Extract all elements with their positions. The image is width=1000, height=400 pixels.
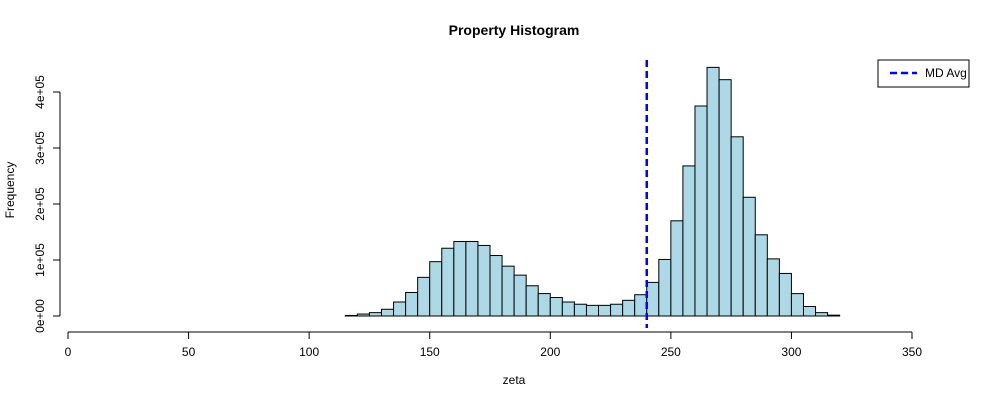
histogram-bar: [790, 293, 804, 317]
histogram-bar: [694, 105, 708, 317]
histogram-bar: [766, 258, 780, 317]
y-tick-label: 2e+05: [33, 187, 47, 221]
y-tick-label: 1e+05: [33, 243, 47, 277]
x-tick-label: 350: [902, 345, 922, 359]
histogram-bar: [489, 255, 503, 317]
histogram-bar: [465, 241, 479, 317]
histogram-bar: [706, 66, 720, 317]
histogram-bar: [634, 294, 648, 317]
histogram-bar: [730, 136, 744, 317]
x-tick-label: 0: [65, 345, 72, 359]
x-tick-label: 300: [781, 345, 801, 359]
histogram-bar: [658, 258, 672, 317]
histogram-bar: [380, 308, 395, 317]
x-tick-label: 50: [182, 345, 196, 359]
histogram-bar: [778, 272, 792, 317]
y-axis: 0e+00 1e+05 2e+05 3e+05 4e+05: [33, 75, 61, 333]
histogram-bar: [754, 234, 768, 317]
legend-label-md-avg: MD Avg: [925, 66, 967, 80]
histogram-bar: [573, 303, 587, 317]
histogram-bar: [453, 241, 467, 317]
histogram-bar: [501, 265, 515, 317]
histogram-bar: [417, 276, 431, 317]
histogram-bar: [585, 304, 600, 317]
histogram-bar: [429, 261, 443, 317]
histogram-bar: [646, 281, 660, 317]
y-tick-label: 0e+00: [33, 299, 47, 333]
histogram-bars: [344, 66, 841, 317]
histogram-bar: [513, 274, 527, 317]
x-tick-label: 150: [420, 345, 440, 359]
histogram-bar: [718, 79, 732, 317]
histogram-bar: [537, 293, 551, 317]
histogram-bar: [368, 312, 382, 317]
histogram-bar: [622, 299, 636, 317]
histogram-bar: [477, 244, 491, 317]
histogram-bar: [549, 297, 563, 317]
histogram-bar: [441, 247, 455, 317]
x-axis: 0 50 100 150 200 250 300 350: [65, 331, 922, 359]
chart-title: Property Histogram: [449, 22, 580, 38]
histogram-bar: [682, 165, 696, 317]
histogram-bar: [598, 304, 612, 317]
histogram-bar: [815, 312, 829, 317]
histogram-bar: [561, 301, 575, 317]
histogram-bar: [802, 305, 817, 317]
x-tick-label: 250: [661, 345, 681, 359]
histogram-bar: [393, 301, 407, 317]
histogram-bar: [344, 314, 358, 317]
x-tick-label: 200: [540, 345, 560, 359]
histogram-bar: [356, 313, 370, 317]
x-tick-label: 100: [299, 345, 319, 359]
histogram-bar: [827, 314, 841, 317]
x-axis-label: zeta: [503, 373, 526, 387]
legend: MD Avg: [877, 59, 970, 88]
histogram-bar: [405, 291, 419, 317]
histogram-bar: [610, 303, 624, 317]
y-axis-label: Frequency: [3, 162, 17, 219]
histogram-bar: [670, 220, 684, 317]
y-tick-label: 3e+05: [33, 131, 47, 165]
histogram-bar: [742, 196, 756, 317]
histogram-bar: [525, 285, 539, 317]
y-tick-label: 4e+05: [33, 75, 47, 109]
